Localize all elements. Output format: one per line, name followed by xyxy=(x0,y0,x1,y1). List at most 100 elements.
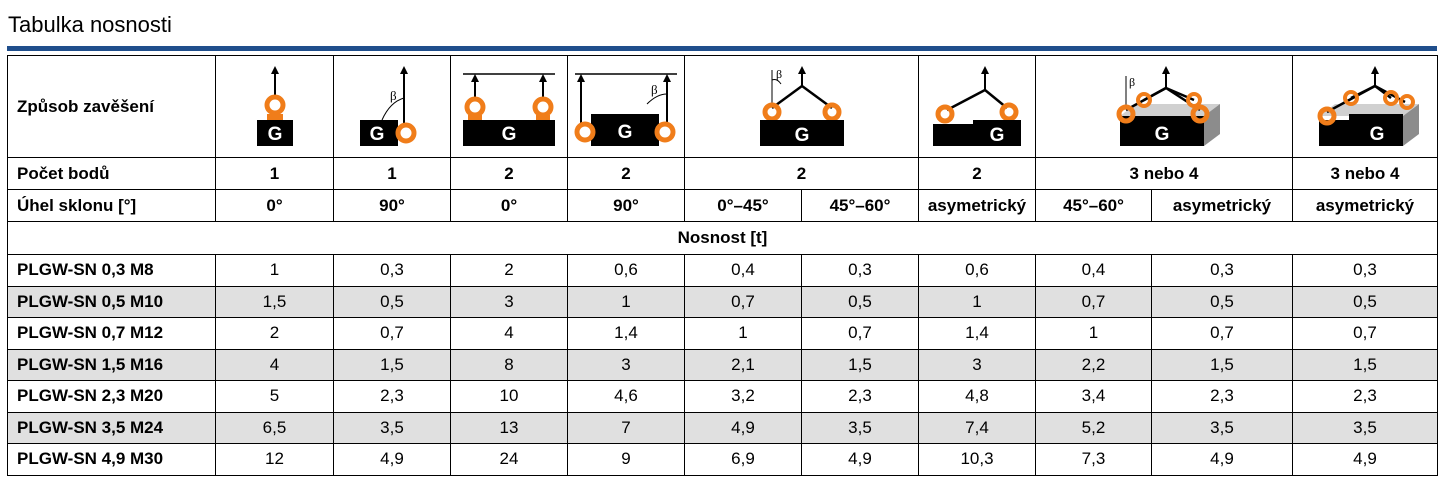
points-label: Počet bodů xyxy=(7,157,216,190)
title-divider xyxy=(7,46,1437,51)
multi-leg-asymmetric-sling-icon: G xyxy=(1292,55,1438,158)
svg-text:β: β xyxy=(776,67,782,81)
two-leg-asymmetric-sling-icon: G xyxy=(918,55,1036,158)
angle-cell: 0° xyxy=(450,189,568,222)
points-cell: 2 xyxy=(450,157,568,190)
capacity-value: 1,4 xyxy=(918,317,1036,350)
model-name: PLGW-SN 2,3 M20 xyxy=(7,380,216,413)
capacity-value: 1,5 xyxy=(801,348,919,381)
angle-cell: asymetrický xyxy=(1151,189,1293,222)
angle-label: Úhel sklonu [°] xyxy=(7,189,216,222)
capacity-value: 1 xyxy=(567,285,685,318)
model-name: PLGW-SN 0,5 M10 xyxy=(7,285,216,318)
svg-text:G: G xyxy=(1370,124,1385,145)
capacity-value: 0,7 xyxy=(1035,285,1152,318)
capacity-value: 1 xyxy=(1035,317,1152,350)
capacity-value: 1 xyxy=(684,317,802,350)
two-leg-sling-beta-icon: β G xyxy=(684,55,919,158)
capacity-value: 9 xyxy=(567,443,685,476)
capacity-value: 0,7 xyxy=(1292,317,1438,350)
capacity-value: 7,4 xyxy=(918,411,1036,444)
capacity-value: 0,5 xyxy=(1151,285,1293,318)
capacity-value: 1,5 xyxy=(1292,348,1438,381)
capacity-value: 4,9 xyxy=(1151,443,1293,476)
angle-cell: 90° xyxy=(567,189,685,222)
points-cell: 3 nebo 4 xyxy=(1292,157,1438,190)
capacity-value: 3 xyxy=(918,348,1036,381)
capacity-value: 0,6 xyxy=(918,254,1036,287)
svg-text:G: G xyxy=(502,124,517,145)
capacity-value: 0,6 xyxy=(567,254,685,287)
capacity-value: 24 xyxy=(450,443,568,476)
capacity-value: 3 xyxy=(567,348,685,381)
model-name: PLGW-SN 0,3 M8 xyxy=(7,254,216,287)
capacity-value: 0,4 xyxy=(684,254,802,287)
capacity-value: 10,3 xyxy=(918,443,1036,476)
capacity-value: 0,3 xyxy=(1151,254,1293,287)
points-cell: 1 xyxy=(215,157,334,190)
four-leg-sling-beta-icon: β G xyxy=(1035,55,1293,158)
capacity-value: 6,9 xyxy=(684,443,802,476)
capacity-value: 1,5 xyxy=(215,285,334,318)
capacity-value: 0,7 xyxy=(684,285,802,318)
capacity-value: 2,3 xyxy=(333,380,451,413)
section-label: Nosnost [t] xyxy=(7,221,1438,255)
model-name: PLGW-SN 3,5 M24 xyxy=(7,411,216,444)
capacity-value: 4 xyxy=(215,348,334,381)
capacity-value: 3 xyxy=(450,285,568,318)
page-title: Tabulka nosnosti xyxy=(8,12,172,37)
capacity-value: 2 xyxy=(215,317,334,350)
capacity-value: 5,2 xyxy=(1035,411,1152,444)
capacity-value: 10 xyxy=(450,380,568,413)
capacity-value: 4,9 xyxy=(333,443,451,476)
points-cell: 2 xyxy=(918,157,1036,190)
two-point-side-lift-beta-icon: β G xyxy=(567,55,685,158)
capacity-value: 2 xyxy=(450,254,568,287)
angle-cell: 90° xyxy=(333,189,451,222)
svg-text:β: β xyxy=(390,88,397,103)
capacity-value: 0,5 xyxy=(1292,285,1438,318)
capacity-value: 1 xyxy=(215,254,334,287)
capacity-value: 0,5 xyxy=(801,285,919,318)
single-side-lift-beta-icon: β G xyxy=(333,55,451,158)
svg-text:G: G xyxy=(267,124,282,145)
capacity-value: 2,3 xyxy=(1292,380,1438,413)
capacity-value: 4,6 xyxy=(567,380,685,413)
capacity-value: 4,9 xyxy=(801,443,919,476)
capacity-value: 4 xyxy=(450,317,568,350)
svg-text:β: β xyxy=(1129,75,1135,89)
points-cell: 2 xyxy=(684,157,919,190)
capacity-value: 3,5 xyxy=(801,411,919,444)
capacity-value: 4,8 xyxy=(918,380,1036,413)
capacity-value: 13 xyxy=(450,411,568,444)
svg-text:G: G xyxy=(990,125,1005,146)
capacity-value: 1,4 xyxy=(567,317,685,350)
capacity-value: 0,7 xyxy=(333,317,451,350)
capacity-value: 4,9 xyxy=(684,411,802,444)
single-vertical-lift-icon: G xyxy=(215,55,334,158)
svg-text:G: G xyxy=(794,125,809,146)
model-name: PLGW-SN 1,5 M16 xyxy=(7,348,216,381)
table-row: PLGW-SN 3,5 M24 6,5 3,5 13 7 4,9 3,5 7,4 5,2 3,5 3… xyxy=(7,411,1438,444)
capacity-value: 8 xyxy=(450,348,568,381)
table-row: PLGW-SN 1,5 M16 4 1,5 8 3 2,1 1,5 3 2,2 1,5 1,5 xyxy=(7,348,1438,381)
capacity-value: 0,3 xyxy=(333,254,451,287)
svg-text:G: G xyxy=(618,122,633,143)
mode-label: Způsob zavěšení xyxy=(7,55,216,158)
capacity-value: 4,9 xyxy=(1292,443,1438,476)
capacity-value: 3,5 xyxy=(1151,411,1293,444)
capacity-value: 3,4 xyxy=(1035,380,1152,413)
angle-cell: 45°–60° xyxy=(1035,189,1152,222)
capacity-value: 0,3 xyxy=(1292,254,1438,287)
angle-cell: 0° xyxy=(215,189,334,222)
points-cell: 2 xyxy=(567,157,685,190)
table-row: PLGW-SN 2,3 M20 5 2,3 10 4,6 3,2 2,3 4,8 3,4 2,3 2… xyxy=(7,380,1438,413)
capacity-value: 5 xyxy=(215,380,334,413)
points-cell: 1 xyxy=(333,157,451,190)
capacity-value: 7 xyxy=(567,411,685,444)
capacity-value: 2,3 xyxy=(1151,380,1293,413)
capacity-value: 2,2 xyxy=(1035,348,1152,381)
capacity-value: 0,5 xyxy=(333,285,451,318)
svg-text:G: G xyxy=(1155,124,1170,145)
capacity-table: Způsob zavěšení G β G xyxy=(7,55,1438,476)
